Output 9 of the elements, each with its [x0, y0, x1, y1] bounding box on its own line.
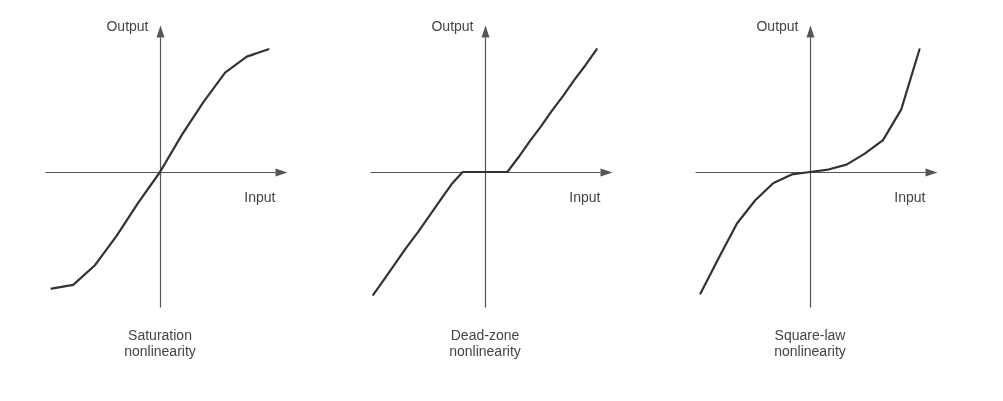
x-axis-title: Input [569, 188, 601, 205]
y-axis-title: Output [756, 17, 799, 34]
x-axis-title: Input [894, 188, 926, 205]
text: Dead-zone nonlinearity [449, 327, 521, 359]
y-axis-title: Output [431, 17, 474, 34]
y-axis-title: Output [106, 17, 149, 34]
text: Square-law nonlinearity [774, 327, 847, 359]
text: Saturation nonlinearity [124, 327, 196, 359]
x-axis-title: Input [244, 188, 276, 205]
